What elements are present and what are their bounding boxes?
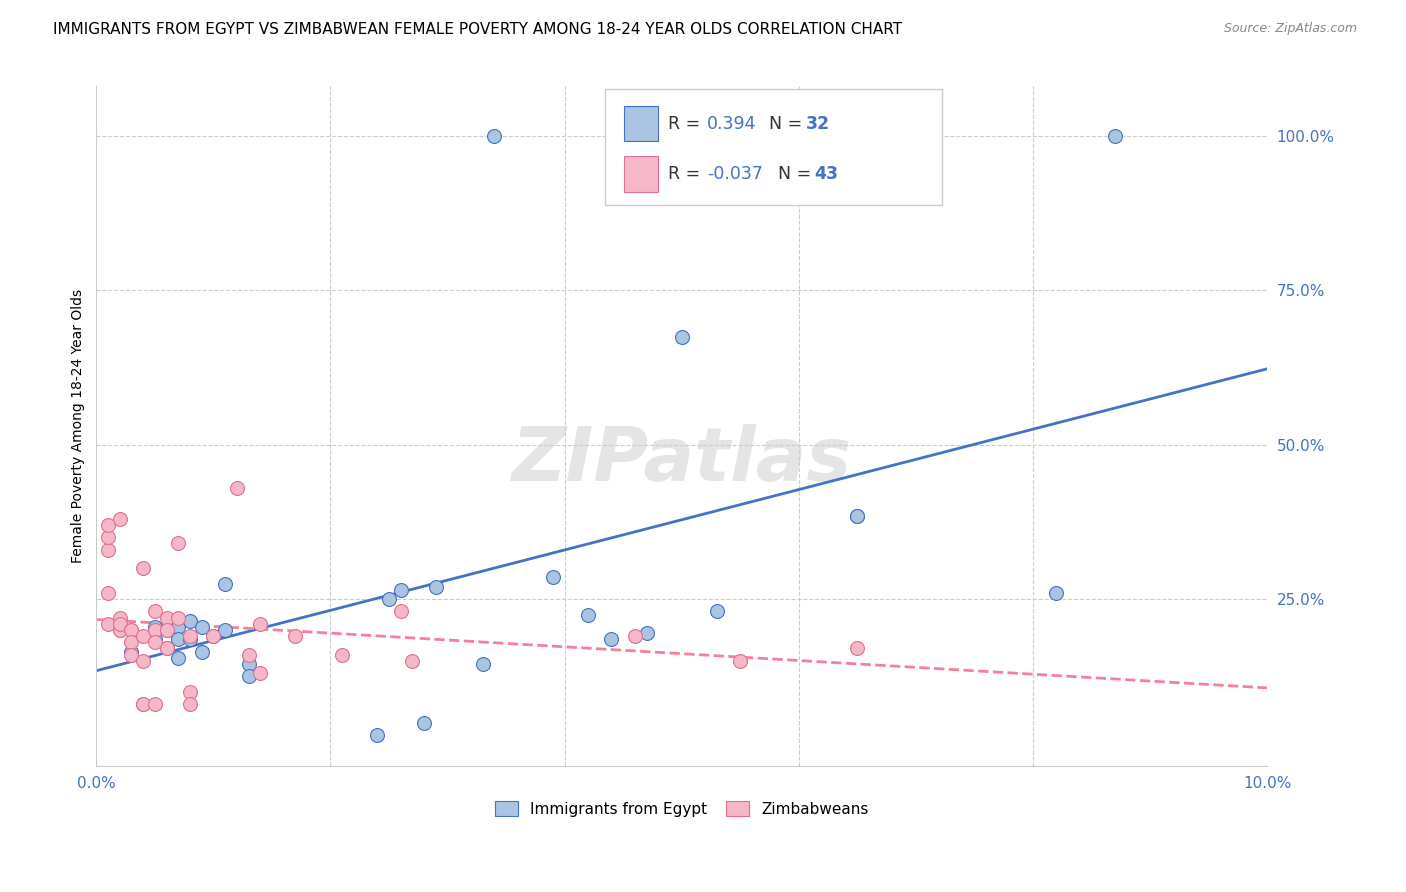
Point xyxy=(155,610,177,624)
Point xyxy=(624,629,647,643)
Point xyxy=(636,626,658,640)
Point xyxy=(97,586,120,600)
Point xyxy=(143,632,166,647)
Point xyxy=(238,669,260,683)
Point xyxy=(190,620,212,634)
Point xyxy=(155,641,177,656)
Point xyxy=(330,648,353,662)
Point xyxy=(179,697,201,711)
Legend: Immigrants from Egypt, Zimbabweans: Immigrants from Egypt, Zimbabweans xyxy=(489,795,875,822)
Point xyxy=(238,657,260,671)
Point xyxy=(167,632,190,647)
Point xyxy=(167,650,190,665)
Point xyxy=(846,508,869,523)
Text: R =: R = xyxy=(668,115,700,133)
Point xyxy=(179,629,201,643)
Point xyxy=(846,508,869,523)
Point xyxy=(249,616,271,631)
Point xyxy=(238,648,260,662)
Point xyxy=(97,530,120,544)
Point xyxy=(143,635,166,649)
Point xyxy=(190,644,212,658)
Point xyxy=(413,715,436,730)
Text: N =: N = xyxy=(769,115,803,133)
Point xyxy=(366,728,388,742)
Point xyxy=(155,623,177,637)
Point xyxy=(846,641,869,656)
Point xyxy=(179,684,201,698)
Point xyxy=(401,654,423,668)
Point xyxy=(97,616,120,631)
Y-axis label: Female Poverty Among 18-24 Year Olds: Female Poverty Among 18-24 Year Olds xyxy=(72,289,86,563)
Point xyxy=(167,610,190,624)
Point xyxy=(225,481,247,495)
Point xyxy=(132,697,155,711)
Point xyxy=(179,614,201,628)
Point xyxy=(1104,128,1126,143)
Point xyxy=(143,697,166,711)
Point xyxy=(108,623,131,637)
Point xyxy=(167,620,190,634)
Point xyxy=(249,666,271,681)
Text: Source: ZipAtlas.com: Source: ZipAtlas.com xyxy=(1223,22,1357,36)
Point xyxy=(108,616,131,631)
Point xyxy=(121,623,143,637)
Point xyxy=(202,629,225,643)
Point xyxy=(132,561,155,575)
Text: 43: 43 xyxy=(814,165,838,183)
Point xyxy=(132,629,155,643)
Point xyxy=(121,648,143,662)
Text: 32: 32 xyxy=(806,115,830,133)
Point xyxy=(108,512,131,526)
Point xyxy=(108,623,131,637)
Point xyxy=(378,592,401,607)
Point xyxy=(143,623,166,637)
Point xyxy=(143,604,166,618)
Point xyxy=(389,604,412,618)
Point xyxy=(121,623,143,637)
Point xyxy=(541,570,564,584)
Point xyxy=(121,644,143,658)
Point xyxy=(1045,586,1067,600)
Point xyxy=(284,629,307,643)
Text: R =: R = xyxy=(668,165,700,183)
Point xyxy=(202,629,225,643)
Point xyxy=(671,329,693,343)
Point xyxy=(108,610,131,624)
Point xyxy=(214,623,236,637)
Point xyxy=(425,580,447,594)
Point xyxy=(389,582,412,597)
Point xyxy=(600,632,623,647)
Point xyxy=(97,518,120,533)
Point xyxy=(167,536,190,550)
Text: 0.394: 0.394 xyxy=(707,115,756,133)
Text: ZIPatlas: ZIPatlas xyxy=(512,424,852,497)
Point xyxy=(576,607,599,622)
Point xyxy=(143,620,166,634)
Point xyxy=(132,654,155,668)
Point xyxy=(155,623,177,637)
Point xyxy=(484,128,506,143)
Point xyxy=(132,697,155,711)
Point xyxy=(728,654,751,668)
Text: N =: N = xyxy=(778,165,811,183)
Text: -0.037: -0.037 xyxy=(707,165,763,183)
Text: IMMIGRANTS FROM EGYPT VS ZIMBABWEAN FEMALE POVERTY AMONG 18-24 YEAR OLDS CORRELA: IMMIGRANTS FROM EGYPT VS ZIMBABWEAN FEMA… xyxy=(53,22,903,37)
Point xyxy=(155,641,177,656)
Point xyxy=(706,604,728,618)
Point xyxy=(214,576,236,591)
Point xyxy=(121,635,143,649)
Point xyxy=(471,657,494,671)
Point xyxy=(179,632,201,647)
Point xyxy=(97,542,120,557)
